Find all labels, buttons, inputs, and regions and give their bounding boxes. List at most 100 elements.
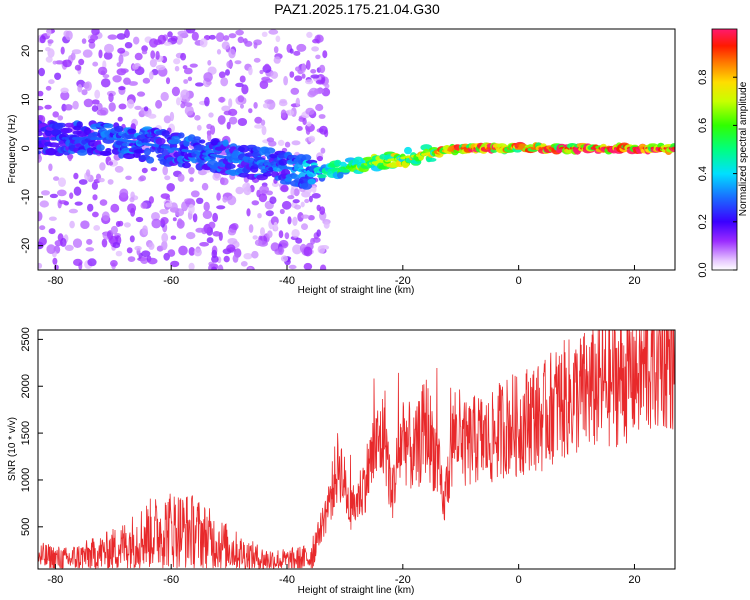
heatmap-ridge-cell: [155, 137, 166, 145]
heatmap-speckle: [275, 35, 281, 43]
y-tick-label: 1000: [20, 468, 32, 492]
heatmap-speckle: [319, 125, 328, 135]
heatmap-ridge-core: [671, 146, 675, 150]
heatmap-speckle: [177, 218, 183, 226]
heatmap-speckle: [69, 220, 75, 229]
heatmap-speckle: [221, 41, 230, 50]
heatmap-speckle: [254, 239, 263, 246]
heatmap-speckle: [149, 38, 159, 48]
heatmap-speckle: [211, 266, 217, 270]
heatmap-speckle: [110, 203, 120, 213]
heatmap-speckle: [165, 202, 173, 208]
heatmap-speckle: [160, 217, 169, 225]
heatmap-speckle: [268, 29, 279, 35]
heatmap-speckle: [150, 50, 156, 59]
heatmap-speckle: [287, 216, 292, 225]
heatmap-speckle: [141, 50, 148, 55]
snr-y-ticks: 500 1000 1500 2000 2500: [20, 327, 43, 536]
heatmap-speckle: [301, 63, 307, 73]
heatmap-ridge-cell: [92, 131, 99, 137]
heatmap-speckle: [38, 262, 43, 269]
heatmap-speckle: [208, 112, 214, 118]
colorbar-tick-label: 0.8: [697, 70, 709, 85]
heatmap-speckle: [57, 115, 64, 121]
heatmap-speckle: [292, 244, 302, 255]
heatmap-ridge-cell: [199, 139, 206, 144]
heatmap-speckle: [83, 98, 94, 108]
heatmap-speckle: [60, 87, 69, 94]
heatmap-speckle: [45, 56, 53, 63]
heatmap-speckle: [315, 103, 324, 112]
heatmap-ridge-cell: [143, 137, 151, 143]
heatmap-speckle: [81, 38, 87, 44]
heatmap-ridge-cell: [60, 127, 73, 134]
y-tick-label: 0: [20, 145, 32, 151]
heatmap-speckle: [268, 140, 277, 147]
heatmap-speckle: [311, 46, 319, 52]
heatmap-speckle: [257, 213, 262, 219]
heatmap-speckle: [303, 246, 313, 257]
heatmap-speckle: [269, 196, 277, 204]
heatmap-speckle: [45, 47, 51, 52]
heatmap-speckle: [322, 50, 328, 59]
heatmap-speckle: [107, 34, 118, 40]
heatmap-speckle: [237, 95, 245, 103]
heatmap-ridge-cell: [222, 139, 229, 147]
heatmap-speckle: [39, 225, 46, 231]
heatmap-speckle: [290, 187, 295, 197]
heatmap-speckle: [320, 147, 326, 154]
heatmap-speckle: [212, 231, 221, 237]
heatmap-speckle: [170, 35, 178, 42]
x-tick-label: -80: [47, 275, 63, 287]
heatmap-speckle: [254, 124, 264, 129]
colorbar-tick-label: 0.6: [697, 118, 709, 133]
heatmap-speckle: [60, 91, 70, 101]
heatmap-speckle: [140, 202, 148, 209]
heatmap-ridge-cell: [337, 171, 344, 179]
heatmap-speckle: [169, 111, 175, 122]
heatmap-speckle: [248, 108, 253, 114]
heatmap-speckle: [189, 177, 194, 183]
heatmap-speckle: [210, 125, 216, 135]
heatmap-speckle: [254, 116, 263, 124]
heatmap-speckle: [215, 32, 225, 42]
heatmap-speckle: [289, 71, 295, 78]
heatmap-speckle: [160, 208, 166, 214]
heatmap-ridge-cell: [45, 148, 57, 156]
spectrogram-x-ticks: -80 -60 -40 -20 0 20: [47, 265, 641, 287]
heatmap-speckle: [185, 29, 196, 34]
heatmap-speckle: [183, 67, 193, 75]
heatmap-speckle: [135, 216, 144, 223]
heatmap-speckle: [292, 199, 300, 204]
spectrogram-x-axis-label: Height of straight line (km): [298, 285, 415, 296]
heatmap-speckle: [81, 89, 88, 96]
heatmap-speckle: [129, 235, 135, 243]
heatmap-speckle: [112, 242, 121, 249]
heatmap-speckle: [163, 115, 172, 124]
heatmap-speckle: [162, 165, 168, 176]
heatmap-speckle: [237, 36, 244, 44]
heatmap-speckle: [199, 38, 208, 48]
heatmap-speckle: [278, 100, 288, 107]
heatmap-ridge-cell: [307, 178, 316, 185]
heatmap-speckle: [261, 31, 268, 37]
heatmap-speckle: [293, 50, 301, 56]
heatmap-speckle: [38, 154, 42, 163]
heatmap-speckle: [112, 75, 122, 83]
heatmap-speckle: [226, 244, 236, 253]
heatmap-speckle: [39, 200, 49, 208]
heatmap-speckle: [96, 109, 107, 116]
heatmap-speckle: [259, 185, 269, 194]
heatmap-speckle: [265, 78, 273, 83]
heatmap-speckle: [52, 60, 57, 65]
heatmap-speckle: [296, 43, 307, 52]
colorbar-tick-label: 0.4: [697, 166, 709, 181]
heatmap-ridge-cell: [121, 142, 132, 147]
heatmap-speckle: [308, 135, 316, 142]
heatmap-speckle: [260, 227, 265, 237]
heatmap-speckle: [324, 83, 330, 89]
x-tick-label: 0: [516, 275, 522, 287]
heatmap-speckle: [163, 41, 172, 46]
heatmap-speckle: [86, 238, 93, 245]
